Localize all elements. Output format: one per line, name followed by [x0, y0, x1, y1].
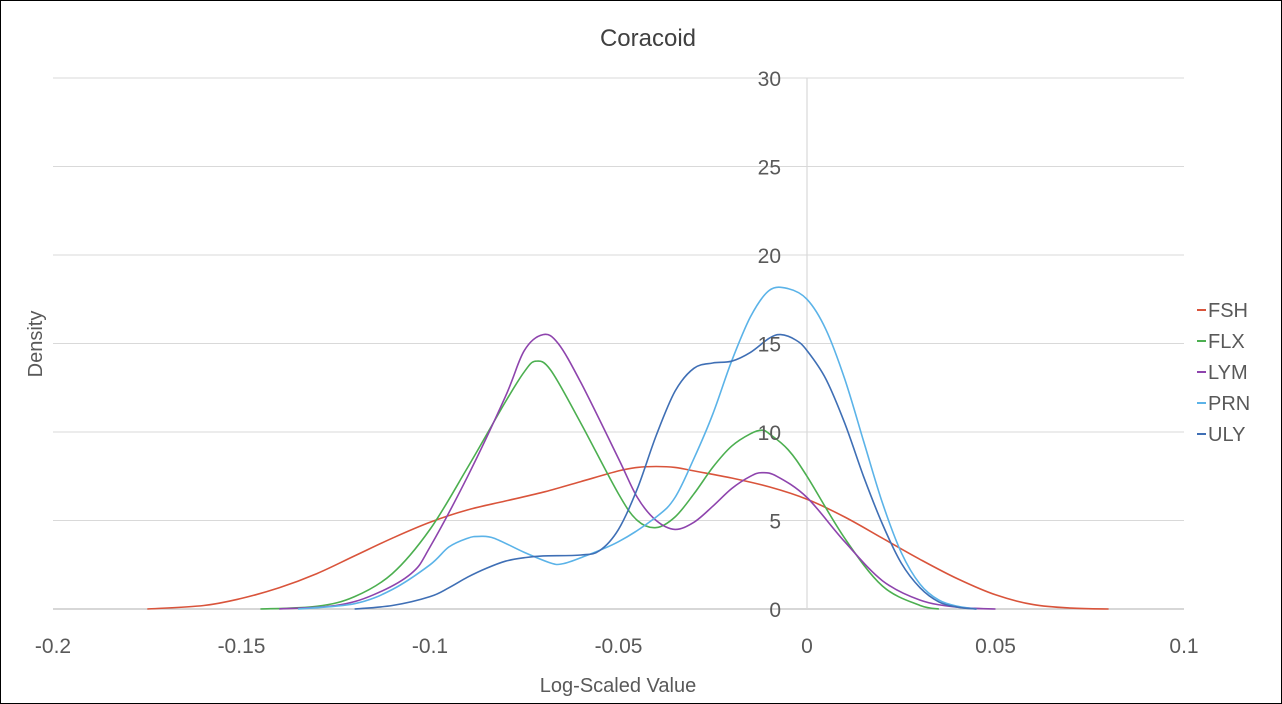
chart-title: Coracoid [600, 25, 696, 52]
legend: FSH FLX LYM PRN ULY [1197, 300, 1250, 446]
legend-label-uly: ULY [1208, 424, 1245, 446]
y-tick-label: 20 [758, 245, 781, 268]
y-tick-label: 15 [758, 334, 781, 357]
series-line-prn [297, 286, 977, 610]
y-tick-label: 25 [758, 157, 781, 180]
series-lines [147, 286, 1109, 610]
series-line-lym [279, 333, 996, 610]
gridlines [53, 77, 1184, 521]
y-axis-title: Density [25, 311, 47, 378]
x-tick-label: -0.1 [412, 635, 448, 658]
y-tick-label: 5 [769, 511, 781, 534]
legend-label-prn: PRN [1208, 393, 1250, 415]
x-tick-label: 0.1 [1169, 635, 1198, 658]
series-line-fsh [147, 465, 1109, 610]
y-tick-label: 0 [769, 599, 781, 622]
x-tick-label: -0.2 [35, 635, 71, 658]
x-tick-label: -0.15 [218, 635, 266, 658]
y-tick-label: 30 [758, 68, 781, 91]
tick-labels: -0.2 -0.15 -0.1 -0.05 0 0.05 0.1 0 5 10 15 20 25 30 [35, 68, 1199, 658]
legend-label-flx: FLX [1208, 331, 1245, 353]
series-line-flx [260, 360, 940, 610]
x-tick-label: -0.05 [595, 635, 643, 658]
legend-label-fsh: FSH [1208, 300, 1248, 322]
y-tick-label: 10 [758, 422, 781, 445]
series-line-uly [354, 333, 977, 610]
legend-label-lym: LYM [1208, 362, 1248, 384]
x-tick-label: 0.05 [975, 635, 1016, 658]
x-tick-label: 0 [801, 635, 813, 658]
x-axis-title: Log-Scaled Value [540, 675, 696, 697]
